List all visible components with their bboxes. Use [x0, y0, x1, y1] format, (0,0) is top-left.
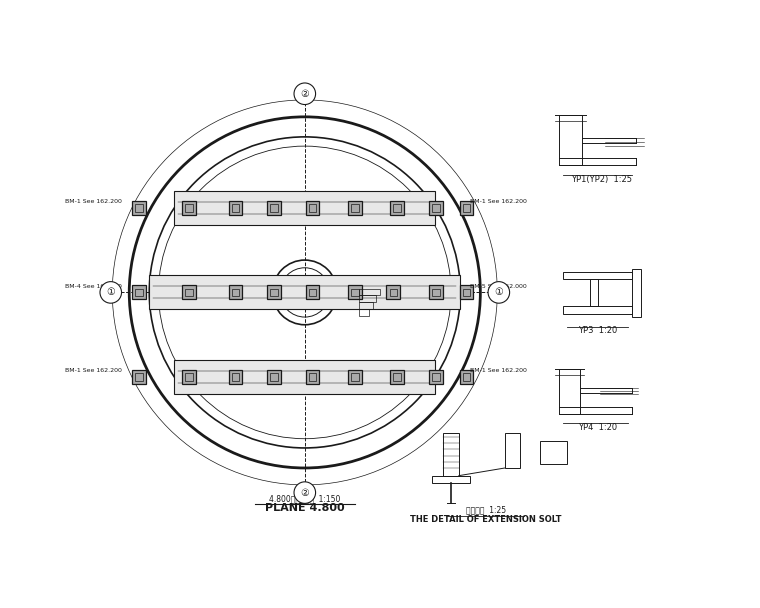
Text: BM-1 See 162.200: BM-1 See 162.200	[65, 199, 122, 204]
Bar	[443, 434, 459, 475]
Bar	[391, 370, 404, 384]
Bar	[463, 373, 470, 381]
Bar	[359, 309, 369, 316]
Bar	[174, 360, 435, 394]
Text: PLANE 4.800: PLANE 4.800	[265, 503, 344, 513]
Bar	[271, 204, 278, 212]
Text: ②: ②	[300, 488, 309, 497]
Bar	[182, 201, 196, 215]
Bar	[232, 204, 239, 212]
Bar	[229, 286, 242, 299]
Text: ②: ②	[300, 89, 309, 98]
Text: ①: ①	[106, 288, 115, 297]
Bar	[432, 475, 470, 483]
Circle shape	[294, 482, 315, 503]
Bar	[351, 204, 359, 212]
Bar	[460, 370, 473, 384]
Bar	[185, 204, 193, 212]
Bar	[429, 370, 442, 384]
Bar	[132, 201, 146, 215]
Bar	[135, 204, 143, 212]
Bar	[271, 289, 278, 296]
Bar	[463, 289, 470, 296]
Bar	[135, 373, 143, 381]
Bar	[267, 370, 281, 384]
Text: BM-1 See 162.200: BM-1 See 162.200	[470, 368, 527, 373]
Text: BM-4 See 162.000: BM-4 See 162.000	[65, 284, 122, 289]
Bar	[540, 441, 567, 464]
Bar	[185, 289, 193, 296]
Bar	[309, 204, 316, 212]
Bar	[429, 286, 442, 299]
Text: BM-5 See 162.000: BM-5 See 162.000	[470, 284, 527, 289]
Bar	[505, 434, 521, 468]
Text: YP4  1:20: YP4 1:20	[578, 423, 617, 432]
Bar	[591, 279, 598, 306]
Text: BM-1 See 162.200: BM-1 See 162.200	[65, 368, 122, 373]
Bar	[149, 275, 461, 309]
Bar	[359, 302, 372, 309]
Bar	[309, 373, 316, 381]
Bar	[359, 289, 380, 295]
Bar	[132, 286, 146, 299]
Bar	[359, 295, 376, 302]
Bar	[132, 370, 146, 384]
Bar	[460, 201, 473, 215]
Bar	[229, 201, 242, 215]
Bar	[309, 289, 316, 296]
Circle shape	[488, 282, 510, 303]
Bar	[562, 272, 632, 279]
Bar	[429, 201, 442, 215]
Bar	[348, 201, 362, 215]
Bar	[559, 116, 582, 165]
Bar	[306, 370, 319, 384]
Bar	[632, 269, 641, 317]
Text: THE DETAIL OF EXTENSION SOLT: THE DETAIL OF EXTENSION SOLT	[410, 515, 562, 524]
Text: 节点详图  1:25: 节点详图 1:25	[466, 506, 506, 515]
Circle shape	[100, 282, 122, 303]
Bar	[348, 370, 362, 384]
Bar	[463, 204, 470, 212]
Bar	[267, 201, 281, 215]
Bar	[351, 289, 359, 296]
Bar	[432, 289, 439, 296]
Bar	[306, 201, 319, 215]
Bar	[229, 370, 242, 384]
Bar	[182, 370, 196, 384]
Text: YP1(YP2)  1:25: YP1(YP2) 1:25	[571, 174, 632, 184]
Circle shape	[294, 83, 315, 105]
Bar	[135, 289, 143, 296]
Bar	[390, 289, 397, 296]
Bar	[267, 286, 281, 299]
Bar	[559, 370, 581, 414]
Bar	[185, 373, 193, 381]
Bar	[460, 286, 473, 299]
Text: 4.800标高平面图  1:150: 4.800标高平面图 1:150	[269, 494, 340, 503]
Bar	[432, 204, 439, 212]
Bar	[232, 289, 239, 296]
Bar	[182, 286, 196, 299]
Bar	[394, 373, 401, 381]
Text: YP3  1:20: YP3 1:20	[578, 326, 617, 336]
Bar	[232, 373, 239, 381]
Text: ①: ①	[495, 288, 503, 297]
Bar	[394, 204, 401, 212]
Bar	[271, 373, 278, 381]
Bar	[391, 201, 404, 215]
Bar	[386, 286, 401, 299]
Bar	[432, 373, 439, 381]
Bar	[562, 306, 632, 314]
Text: BM-1 See 162.200: BM-1 See 162.200	[470, 199, 527, 204]
Bar	[351, 373, 359, 381]
Bar	[306, 286, 319, 299]
Bar	[174, 191, 435, 224]
Bar	[348, 286, 362, 299]
